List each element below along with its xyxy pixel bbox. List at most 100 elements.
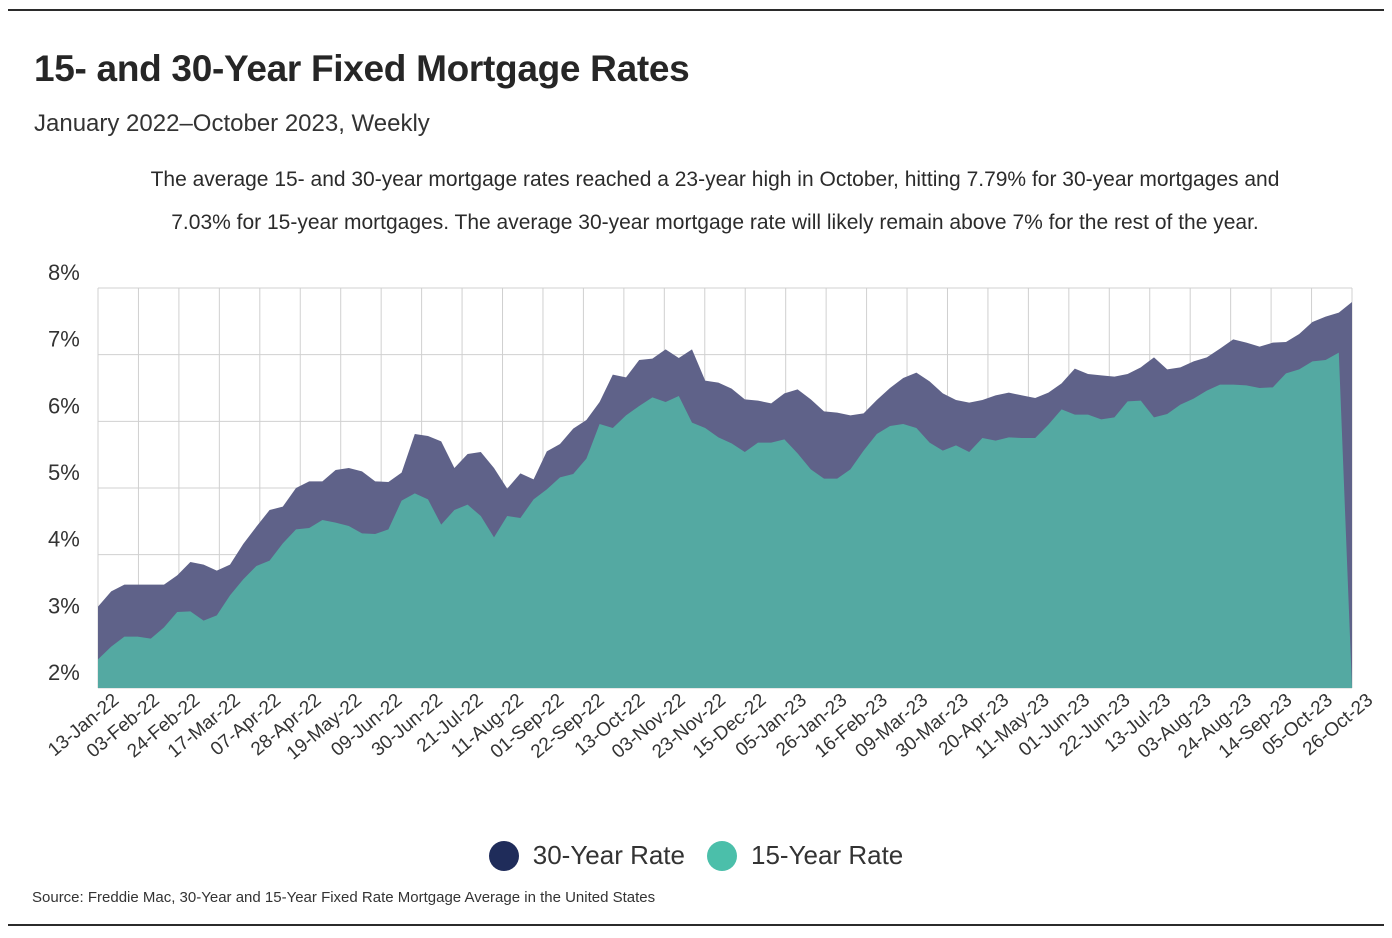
point-15-year: [202, 619, 204, 621]
point-30-year: [796, 388, 798, 390]
point-15-year: [1140, 399, 1142, 401]
point-30-year: [968, 401, 970, 403]
point-15-year: [1272, 386, 1274, 388]
point-15-year: [691, 421, 693, 423]
point-30-year: [532, 478, 534, 480]
point-15-year: [730, 442, 732, 444]
point-15-year: [1060, 408, 1062, 410]
point-30-year: [1140, 366, 1142, 368]
point-30-year: [942, 392, 944, 394]
point-30-year: [1192, 360, 1194, 362]
point-15-year: [440, 523, 442, 525]
point-15-year: [295, 528, 297, 530]
point-30-year: [334, 469, 336, 471]
point-15-year: [1192, 397, 1194, 399]
point-15-year: [598, 423, 600, 425]
x-axis: 13-Jan-2203-Feb-2224-Feb-2217-Mar-2207-A…: [44, 690, 1377, 764]
point-30-year: [506, 487, 508, 489]
point-15-year: [651, 396, 653, 398]
area-chart: 2% 3% 4% 5% 6% 7% 8% 13-Jan-2203-Feb-2224-Feb-…: [44, 260, 1377, 764]
point-15-year: [348, 525, 350, 527]
point-30-year: [1060, 382, 1062, 384]
legend-item-15-year[interactable]: 15-Year Rate: [707, 840, 903, 871]
point-30-year: [189, 561, 191, 563]
point-15-year: [928, 441, 930, 443]
point-30-year: [216, 569, 218, 571]
point-15-year: [612, 427, 614, 429]
point-15-year: [255, 565, 257, 567]
point-30-year: [176, 574, 178, 576]
point-30-year: [1272, 341, 1274, 343]
point-15-year: [334, 521, 336, 523]
legend-item-30-year[interactable]: 30-Year Rate: [488, 840, 685, 871]
point-30-year: [202, 563, 204, 565]
point-30-year: [1351, 301, 1353, 303]
point-30-year: [123, 583, 125, 585]
point-15-year: [400, 499, 402, 501]
point-15-year: [1047, 423, 1049, 425]
point-15-year: [1206, 389, 1208, 391]
point-30-year: [994, 394, 996, 396]
point-15-year: [744, 451, 746, 453]
point-30-year: [453, 467, 455, 469]
point-15-year: [1232, 383, 1234, 385]
point-15-year: [506, 515, 508, 517]
point-30-year: [981, 399, 983, 401]
y-tick-label: 8%: [48, 260, 80, 285]
point-15-year: [268, 559, 270, 561]
point-30-year: [1153, 356, 1155, 358]
point-30-year: [823, 410, 825, 412]
point-30-year: [1047, 391, 1049, 393]
point-15-year: [546, 488, 548, 490]
point-15-year: [532, 498, 534, 500]
point-30-year: [612, 373, 614, 375]
point-15-year: [1258, 387, 1260, 389]
point-30-year: [1113, 375, 1115, 377]
point-15-year: [1298, 368, 1300, 370]
point-15-year: [453, 509, 455, 511]
legend: 30-Year Rate 15-Year Rate: [0, 840, 1392, 871]
point-30-year: [664, 348, 666, 350]
point-30-year: [585, 419, 587, 421]
point-15-year: [1008, 436, 1010, 438]
point-15-year: [638, 405, 640, 407]
point-15-year: [189, 610, 191, 612]
point-30-year: [1021, 394, 1023, 396]
source-note: Source: Freddie Mac, 30-Year and 15-Year…: [32, 889, 656, 906]
y-tick-label: 5%: [48, 460, 80, 485]
point-30-year: [691, 348, 693, 350]
point-15-year: [757, 441, 759, 443]
point-30-year: [110, 590, 112, 592]
point-15-year: [810, 468, 812, 470]
point-15-year: [915, 427, 917, 429]
point-15-year: [308, 527, 310, 529]
point-15-year: [229, 594, 231, 596]
point-15-year: [387, 528, 389, 530]
point-15-year: [889, 425, 891, 427]
point-15-year: [1034, 437, 1036, 439]
bottom-rule: [8, 924, 1384, 926]
point-30-year: [1008, 391, 1010, 393]
point-15-year: [97, 658, 99, 660]
point-30-year: [1206, 356, 1208, 358]
point-30-year: [466, 453, 468, 455]
point-30-year: [519, 472, 521, 474]
point-15-year: [1087, 413, 1089, 415]
point-30-year: [255, 525, 257, 527]
point-30-year: [625, 376, 627, 378]
point-30-year: [440, 440, 442, 442]
point-15-year: [1179, 403, 1181, 405]
point-30-year: [730, 387, 732, 389]
point-30-year: [1232, 338, 1234, 340]
point-15-year: [374, 533, 376, 535]
point-15-year: [1285, 372, 1287, 374]
point-15-year: [136, 635, 138, 637]
point-30-year: [1100, 374, 1102, 376]
point-30-year: [493, 467, 495, 469]
point-15-year: [704, 427, 706, 429]
point-30-year: [862, 412, 864, 414]
point-15-year: [823, 477, 825, 479]
point-15-year: [783, 438, 785, 440]
point-15-year: [163, 626, 165, 628]
point-15-year: [176, 611, 178, 613]
